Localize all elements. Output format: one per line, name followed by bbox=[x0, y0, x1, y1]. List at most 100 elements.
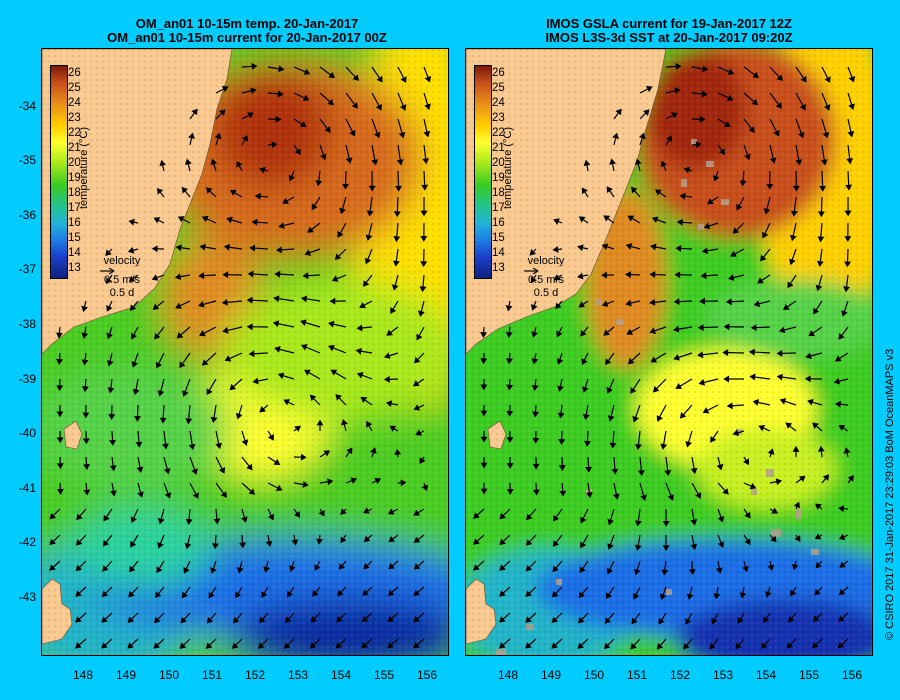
current-vector-arrowhead bbox=[386, 329, 394, 336]
current-vector-arrowhead bbox=[151, 274, 159, 281]
current-vector-arrowhead bbox=[634, 443, 642, 450]
current-vector-arrowhead bbox=[732, 429, 740, 437]
current-vector-arrowhead bbox=[208, 591, 215, 599]
current-vector-arrowhead bbox=[300, 319, 307, 327]
current-vector-arrowhead bbox=[107, 387, 115, 394]
current-vector-arrowhead bbox=[302, 272, 309, 280]
current-vector-arrowhead bbox=[578, 591, 586, 599]
current-vector-arrowhead bbox=[136, 466, 144, 473]
current-vector-arrowhead bbox=[309, 394, 317, 402]
current-vector-arrowhead bbox=[579, 566, 586, 574]
current-vector-arrowhead bbox=[702, 65, 709, 73]
lon-tick: 156 bbox=[841, 668, 863, 682]
current-vector-arrowhead bbox=[558, 465, 566, 471]
current-vector-arrowhead bbox=[179, 642, 187, 649]
current-vector-arrowhead bbox=[236, 567, 244, 574]
current-vector-arrowhead bbox=[712, 175, 720, 182]
current-vector-arrowhead bbox=[176, 332, 184, 339]
current-vector-arrowhead bbox=[241, 439, 249, 446]
current-vector-arrowhead bbox=[363, 562, 370, 570]
current-vector-arrowhead bbox=[329, 297, 336, 305]
current-vector-arrowhead bbox=[577, 244, 584, 252]
current-vector-arrowhead bbox=[505, 331, 513, 338]
current-vector-arrowhead bbox=[154, 332, 161, 340]
current-vector-arrowhead bbox=[241, 516, 248, 523]
current-vector-arrowhead bbox=[770, 535, 777, 543]
right-title-line1: IMOS GSLA current for 19-Jan-2017 12Z bbox=[546, 16, 792, 31]
current-vector-arrowhead bbox=[739, 592, 747, 599]
current-vector-arrowhead bbox=[695, 141, 702, 149]
current-vector-arrowhead bbox=[753, 300, 761, 308]
current-vector-arrowhead bbox=[685, 617, 692, 625]
current-vector-arrowhead bbox=[699, 115, 706, 123]
current-vector-arrowhead bbox=[779, 398, 787, 405]
current-vector-arrowhead bbox=[748, 348, 755, 356]
current-vector-arrowhead bbox=[342, 183, 349, 190]
current-vector-arrowhead bbox=[531, 304, 538, 311]
current-vector-arrowhead bbox=[531, 384, 539, 392]
current-vector-arrowhead bbox=[109, 465, 117, 472]
current-vector-arrowhead bbox=[130, 516, 137, 523]
current-vector-arrowhead bbox=[626, 328, 634, 335]
current-vector-arrowhead bbox=[75, 616, 82, 623]
current-vector-arrowhead bbox=[248, 488, 256, 495]
current-vector-arrowhead bbox=[473, 564, 480, 571]
current-vector-arrowhead bbox=[419, 457, 426, 464]
current-vector-arrowhead bbox=[278, 65, 285, 73]
current-vector-arrowhead bbox=[651, 216, 659, 224]
current-vector-arrowhead bbox=[259, 166, 266, 174]
lon-tick: 153 bbox=[287, 668, 309, 682]
current-vector-arrowhead bbox=[192, 492, 199, 499]
current-vector-arrowhead bbox=[153, 217, 161, 224]
lon-tick: 156 bbox=[416, 668, 438, 682]
current-vector-arrowhead bbox=[300, 453, 307, 461]
current-vector-arrowhead bbox=[182, 390, 189, 397]
lat-tick: -42 bbox=[18, 535, 36, 549]
lon-tick: 152 bbox=[669, 668, 691, 682]
current-vector-arrowhead bbox=[578, 301, 586, 308]
current-vector-arrowhead bbox=[752, 399, 760, 406]
current-vector-arrowhead bbox=[583, 440, 591, 447]
left-colorbar bbox=[50, 65, 68, 279]
current-vector-arrowhead bbox=[473, 538, 480, 545]
current-vector-arrowhead bbox=[420, 210, 428, 217]
current-vector-arrowhead bbox=[817, 236, 825, 243]
current-vector-arrowhead bbox=[771, 507, 779, 514]
current-vector-arrowhead bbox=[813, 307, 820, 315]
current-vector-arrowhead bbox=[769, 157, 777, 164]
current-vector-arrowhead bbox=[371, 159, 379, 166]
current-vector-arrowhead bbox=[399, 104, 407, 111]
current-vector-arrowhead bbox=[778, 326, 786, 334]
current-vector-arrowhead bbox=[607, 518, 614, 526]
current-vector-arrowhead bbox=[251, 62, 258, 70]
current-vector-arrowhead bbox=[698, 379, 706, 386]
current-vector-arrowhead bbox=[157, 517, 165, 525]
current-vector-arrowhead bbox=[130, 332, 138, 340]
current-vector-arrowhead bbox=[804, 375, 811, 383]
current-vector-arrowhead bbox=[798, 475, 806, 482]
current-vector-arrowhead bbox=[577, 272, 584, 280]
current-vector-arrowhead bbox=[206, 388, 213, 395]
current-vector-arrowhead bbox=[106, 277, 113, 285]
current-vector-arrowhead bbox=[181, 591, 189, 599]
current-vector-arrowhead bbox=[690, 543, 698, 551]
current-vector-arrowhead bbox=[206, 616, 214, 624]
current-vector-arrowhead bbox=[334, 253, 342, 261]
current-vector-arrowhead bbox=[525, 616, 532, 623]
current-vector-arrowhead bbox=[175, 244, 182, 252]
current-vector-arrowhead bbox=[75, 564, 83, 572]
current-vector-arrowhead bbox=[422, 158, 430, 165]
current-vector-arrowhead bbox=[556, 330, 563, 338]
current-vector-arrowhead bbox=[735, 642, 742, 650]
current-vector-arrowhead bbox=[226, 216, 233, 224]
current-vector-arrowhead bbox=[288, 174, 296, 182]
current-vector-arrowhead bbox=[153, 616, 161, 624]
current-vector-arrowhead bbox=[529, 249, 537, 256]
current-vector-arrowhead bbox=[665, 135, 673, 142]
current-vector-arrowhead bbox=[101, 590, 109, 598]
current-vector-arrowhead bbox=[658, 617, 665, 625]
current-vector-arrowhead bbox=[388, 535, 396, 543]
current-vector-arrowhead bbox=[749, 373, 756, 381]
current-vector-arrowhead bbox=[328, 320, 335, 328]
current-vector-arrowhead bbox=[83, 464, 91, 470]
